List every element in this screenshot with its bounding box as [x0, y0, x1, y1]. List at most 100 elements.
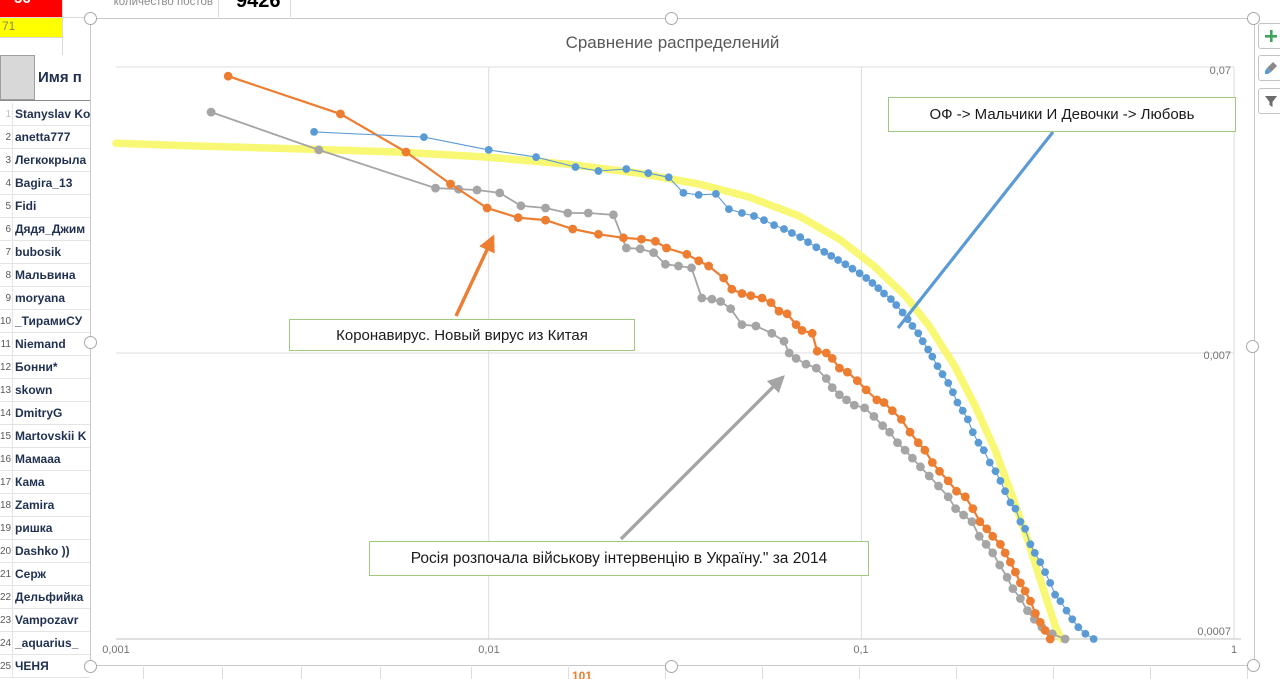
data-point[interactable] — [967, 517, 977, 527]
data-point[interactable] — [541, 203, 550, 213]
data-point[interactable] — [737, 289, 747, 298]
row-name[interactable]: Легкокрыла — [15, 153, 87, 167]
data-point[interactable] — [707, 294, 717, 304]
data-point[interactable] — [801, 359, 811, 369]
row-name[interactable]: Dashko )) — [15, 544, 70, 558]
data-point[interactable] — [953, 398, 962, 407]
data-point[interactable] — [1030, 549, 1039, 557]
data-point[interactable] — [975, 517, 985, 527]
data-point[interactable] — [952, 486, 961, 496]
data-point[interactable] — [661, 259, 670, 269]
selection-handle[interactable] — [84, 12, 97, 25]
table-row[interactable]: 22 Дельфийка — [0, 586, 90, 609]
data-point[interactable] — [1006, 498, 1015, 507]
data-series[interactable] — [112, 71, 1098, 644]
data-point[interactable] — [401, 147, 411, 157]
data-point[interactable] — [716, 297, 725, 306]
data-point[interactable] — [988, 531, 998, 541]
data-point[interactable] — [1062, 606, 1071, 615]
row-name[interactable]: Мальвина — [15, 268, 76, 282]
data-point[interactable] — [737, 320, 747, 329]
data-point[interactable] — [1035, 618, 1045, 627]
data-point[interactable] — [664, 173, 673, 182]
data-point[interactable] — [842, 395, 851, 405]
data-point[interactable] — [820, 248, 829, 256]
posts-count-value[interactable]: 9426 — [236, 0, 281, 12]
data-point[interactable] — [827, 354, 837, 363]
data-point[interactable] — [804, 238, 812, 247]
data-point[interactable] — [637, 234, 646, 244]
data-point[interactable] — [687, 263, 696, 273]
data-point[interactable] — [985, 458, 994, 467]
data-point[interactable] — [446, 179, 455, 189]
row-name[interactable]: Zamira — [15, 498, 55, 512]
data-point[interactable] — [766, 298, 776, 307]
row-name[interactable]: Бонни* — [15, 360, 58, 374]
bottom-partial-value[interactable]: 101 — [572, 669, 593, 679]
table-row[interactable]: 12 Бонни* — [0, 356, 90, 379]
table-row[interactable]: 10 _ТирамиСУ — [0, 310, 90, 333]
data-point[interactable] — [874, 284, 883, 292]
data-point[interactable] — [532, 153, 540, 162]
data-point[interactable] — [878, 421, 887, 431]
table-row[interactable]: 14 DmitryG — [0, 402, 90, 425]
data-point[interactable] — [1011, 567, 1020, 577]
row-name[interactable]: Vampozavr — [15, 613, 79, 627]
data-point[interactable] — [662, 243, 671, 253]
data-point[interactable] — [811, 363, 821, 373]
data-point[interactable] — [1041, 568, 1049, 576]
data-point[interactable] — [797, 326, 807, 335]
chart-filters-button[interactable] — [1258, 88, 1280, 114]
data-point[interactable] — [1000, 548, 1010, 558]
data-point[interactable] — [1026, 596, 1035, 606]
data-point[interactable] — [848, 264, 857, 273]
data-point[interactable] — [727, 284, 737, 294]
data-point[interactable] — [869, 412, 879, 421]
data-point[interactable] — [1006, 557, 1015, 567]
data-point[interactable] — [1021, 524, 1029, 533]
data-point[interactable] — [594, 229, 603, 239]
data-point[interactable] — [495, 188, 505, 198]
table-row[interactable]: 19 ришка — [0, 517, 90, 540]
table-row[interactable]: 17 Кама — [0, 471, 90, 494]
table-row[interactable]: 3 Легкокрыла — [0, 149, 90, 172]
row-name[interactable]: moryana — [15, 291, 66, 305]
data-point[interactable] — [760, 216, 768, 225]
data-point[interactable] — [905, 427, 915, 437]
data-point[interactable] — [697, 293, 707, 303]
data-point[interactable] — [924, 471, 934, 481]
data-point[interactable] — [887, 406, 897, 416]
data-point[interactable] — [1040, 626, 1050, 635]
data-point[interactable] — [694, 256, 704, 266]
data-point[interactable] — [674, 261, 683, 271]
data-point[interactable] — [849, 400, 859, 410]
data-point[interactable] — [879, 398, 889, 407]
data-point[interactable] — [872, 395, 882, 405]
data-point[interactable] — [1036, 558, 1045, 566]
data-point[interactable] — [541, 215, 550, 225]
row-name[interactable]: DmitryG — [15, 406, 63, 420]
data-point[interactable] — [791, 354, 801, 363]
data-point[interactable] — [796, 233, 805, 242]
table-row[interactable]: 1 Stanyslav Ko — [0, 103, 90, 126]
names-column-header[interactable]: Имя п — [38, 69, 82, 86]
table-row[interactable]: 4 Bagira_13 — [0, 172, 90, 195]
data-point[interactable] — [934, 481, 943, 491]
data-point[interactable] — [995, 560, 1005, 570]
data-point[interactable] — [1031, 609, 1040, 618]
table-row[interactable]: 6 Дядя_Джим — [0, 218, 90, 241]
table-row[interactable]: 18 Zamira — [0, 494, 90, 517]
table-row[interactable]: 25 ЧЕНЯ — [0, 655, 90, 678]
row-name[interactable]: Niemand — [15, 337, 66, 351]
data-point[interactable] — [861, 385, 871, 395]
data-point[interactable] — [770, 221, 778, 230]
data-point[interactable] — [898, 308, 907, 317]
chart-title[interactable]: Сравнение распределений — [565, 33, 780, 52]
data-point[interactable] — [958, 406, 967, 415]
data-point[interactable] — [782, 309, 792, 319]
data-point[interactable] — [834, 256, 842, 264]
data-point[interactable] — [928, 352, 937, 361]
data-point[interactable] — [583, 208, 593, 218]
selection-handle[interactable] — [84, 336, 97, 349]
data-point[interactable] — [746, 291, 756, 301]
